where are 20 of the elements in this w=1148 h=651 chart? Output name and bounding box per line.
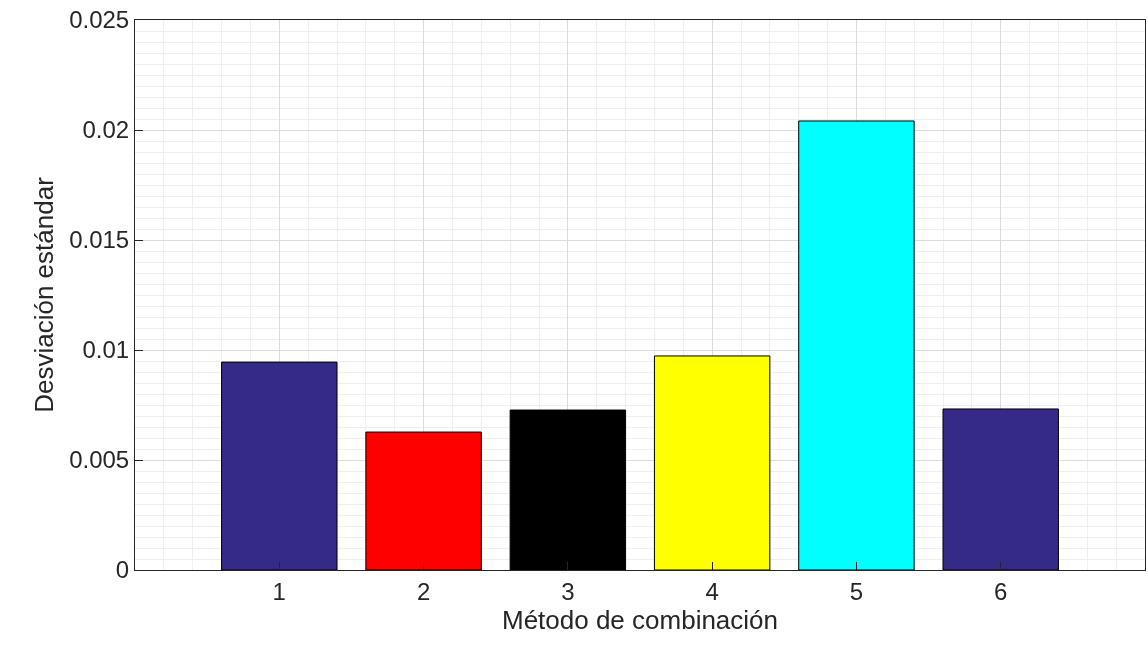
x-tick-label: 3 — [561, 577, 575, 605]
bar — [798, 120, 915, 570]
x-tick-label: 2 — [416, 577, 431, 605]
bar — [365, 431, 482, 570]
y-tick-label: 0.01 — [82, 336, 130, 364]
y-tick-label: 0.025 — [69, 6, 130, 34]
x-tick-label: 6 — [994, 577, 1008, 605]
y-tick-label: 0.02 — [82, 116, 130, 144]
x-tick-label: 5 — [849, 577, 864, 605]
x-axis-title: Método de combinación — [501, 604, 779, 635]
bar — [509, 409, 627, 570]
x-tick-label: 1 — [272, 577, 286, 605]
bar — [653, 355, 771, 570]
y-tick-label: 0.015 — [69, 226, 130, 254]
bar — [942, 408, 1059, 570]
bar — [221, 361, 338, 570]
y-tick-label: 0 — [115, 556, 130, 584]
y-tick-label: 0.005 — [69, 446, 130, 474]
y-axis-title: Desviación estándar — [28, 176, 59, 413]
x-tick-label: 4 — [705, 577, 719, 605]
